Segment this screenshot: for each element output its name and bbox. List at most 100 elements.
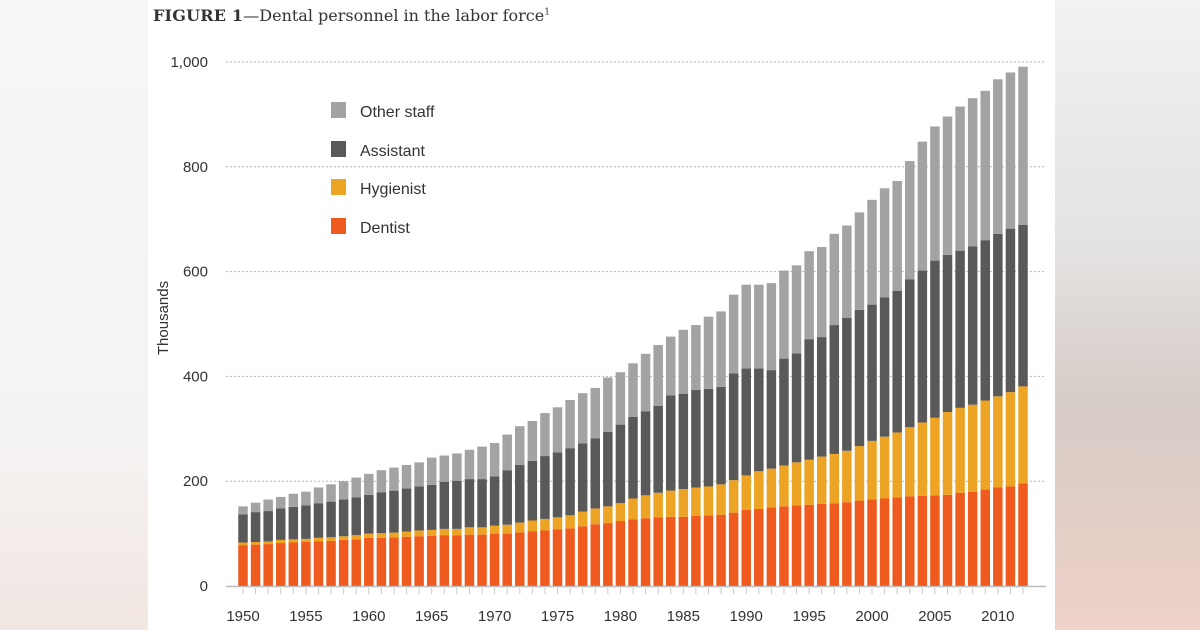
legend-swatch <box>331 179 346 195</box>
bar-dentist-1969 <box>477 534 487 586</box>
bar-dentist-1991 <box>754 508 764 586</box>
bar-other-staff-1970 <box>489 442 500 477</box>
bar-hygienist-1985 <box>678 489 689 517</box>
x-tick-label: 1985 <box>667 608 700 625</box>
bar-assistant-1998 <box>842 317 852 451</box>
bar-stack-2003 <box>905 161 915 586</box>
x-tick-label: 1975 <box>541 608 574 625</box>
figure-title: FIGURE 1—Dental personnel in the labor f… <box>153 6 550 25</box>
bar-assistant-1980 <box>615 424 626 504</box>
figure-panel <box>148 0 1055 630</box>
bar-hygienist-1964 <box>414 530 424 537</box>
bar-other-staff-1998 <box>842 225 852 318</box>
legend-label: Dentist <box>360 220 410 237</box>
y-tick-label: 0 <box>200 578 208 595</box>
bars <box>238 66 1028 586</box>
y-tick-label: 600 <box>183 264 208 281</box>
bar-hygienist-1983 <box>653 492 663 518</box>
bar-hygienist-1979 <box>603 506 613 524</box>
bar-stack-2001 <box>879 188 890 586</box>
bar-other-staff-1992 <box>766 283 777 371</box>
bar-stack-1978 <box>590 387 601 586</box>
bar-other-staff-1978 <box>590 387 601 439</box>
bar-hygienist-1959 <box>351 535 361 540</box>
bar-other-staff-2004 <box>917 141 928 271</box>
bar-dentist-1966 <box>439 535 450 586</box>
bar-hygienist-1984 <box>665 490 676 517</box>
bar-other-staff-1987 <box>703 316 714 389</box>
bar-other-staff-2002 <box>892 180 902 291</box>
bar-other-staff-1996 <box>816 246 827 338</box>
bar-hygienist-1950 <box>238 542 248 546</box>
bar-other-staff-1997 <box>829 233 840 326</box>
bar-assistant-1977 <box>577 443 588 512</box>
bar-hygienist-2000 <box>867 440 877 500</box>
bar-dentist-2011 <box>1005 486 1016 586</box>
bar-stack-1993 <box>779 270 789 586</box>
bar-hygienist-2004 <box>917 422 928 496</box>
bar-dentist-2012 <box>1018 483 1028 586</box>
bar-assistant-2000 <box>867 304 877 441</box>
bar-hygienist-1980 <box>615 503 626 522</box>
bar-other-staff-1985 <box>678 329 689 394</box>
bar-other-staff-1974 <box>540 413 550 457</box>
bar-assistant-2010 <box>993 233 1003 397</box>
bar-assistant-1960 <box>364 494 374 534</box>
bar-hygienist-1974 <box>540 518 550 531</box>
bar-hygienist-1963 <box>401 531 412 537</box>
bar-dentist-1955 <box>301 541 311 586</box>
bar-other-staff-1995 <box>804 251 814 340</box>
bar-stack-2011 <box>1005 72 1016 586</box>
bar-stack-2002 <box>892 180 902 586</box>
bar-assistant-1951 <box>250 512 261 542</box>
bar-assistant-2008 <box>967 246 978 405</box>
legend-label: Assistant <box>360 143 425 160</box>
bar-other-staff-1968 <box>464 449 475 480</box>
bar-other-staff-1975 <box>552 407 563 453</box>
bar-hygienist-1962 <box>389 532 399 538</box>
bar-dentist-1964 <box>414 536 424 586</box>
bar-hygienist-1987 <box>703 486 714 516</box>
bar-other-staff-1981 <box>628 363 638 417</box>
bar-hygienist-2012 <box>1018 386 1028 484</box>
bar-stack-1994 <box>791 265 802 586</box>
bar-hygienist-1994 <box>791 462 802 506</box>
bar-stack-2006 <box>942 116 953 586</box>
bar-stack-1980 <box>615 372 626 586</box>
bar-stack-1958 <box>338 481 349 586</box>
x-tick-label: 2010 <box>981 608 1014 625</box>
bar-other-staff-1976 <box>565 399 575 449</box>
bar-other-staff-1957 <box>326 484 336 502</box>
bar-other-staff-1991 <box>754 284 764 369</box>
bar-assistant-1992 <box>766 370 777 469</box>
bar-stack-1999 <box>854 212 865 586</box>
bar-dentist-1973 <box>527 531 538 586</box>
bar-hygienist-1997 <box>829 453 840 504</box>
bar-assistant-1997 <box>829 325 840 454</box>
bar-hygienist-1990 <box>741 475 751 511</box>
bar-dentist-1950 <box>238 545 248 586</box>
bar-other-staff-1990 <box>741 284 751 369</box>
bar-dentist-1977 <box>577 526 588 586</box>
bar-assistant-1994 <box>791 353 802 463</box>
bar-stack-1987 <box>703 316 714 586</box>
bar-dentist-1997 <box>829 503 840 586</box>
bar-dentist-1953 <box>275 543 286 586</box>
legend-item-dentist: Dentist <box>331 218 410 237</box>
bar-dentist-1980 <box>615 521 626 586</box>
y-tick-label: 800 <box>183 159 208 176</box>
bar-hygienist-1993 <box>779 465 789 507</box>
bar-hygienist-1968 <box>464 527 475 535</box>
bar-hygienist-1981 <box>628 498 638 520</box>
bar-dentist-1970 <box>489 533 500 586</box>
x-tick-label: 2000 <box>855 608 888 625</box>
bar-hygienist-1991 <box>754 471 764 509</box>
bar-assistant-2009 <box>980 240 991 401</box>
bar-stack-1953 <box>275 496 286 586</box>
bar-dentist-1990 <box>741 510 751 586</box>
legend-item-hygienist: Hygienist <box>331 179 426 198</box>
bar-hygienist-1975 <box>552 517 563 530</box>
bar-stack-1986 <box>691 325 701 586</box>
bar-assistant-1955 <box>301 505 311 539</box>
bar-other-staff-2010 <box>993 79 1003 234</box>
